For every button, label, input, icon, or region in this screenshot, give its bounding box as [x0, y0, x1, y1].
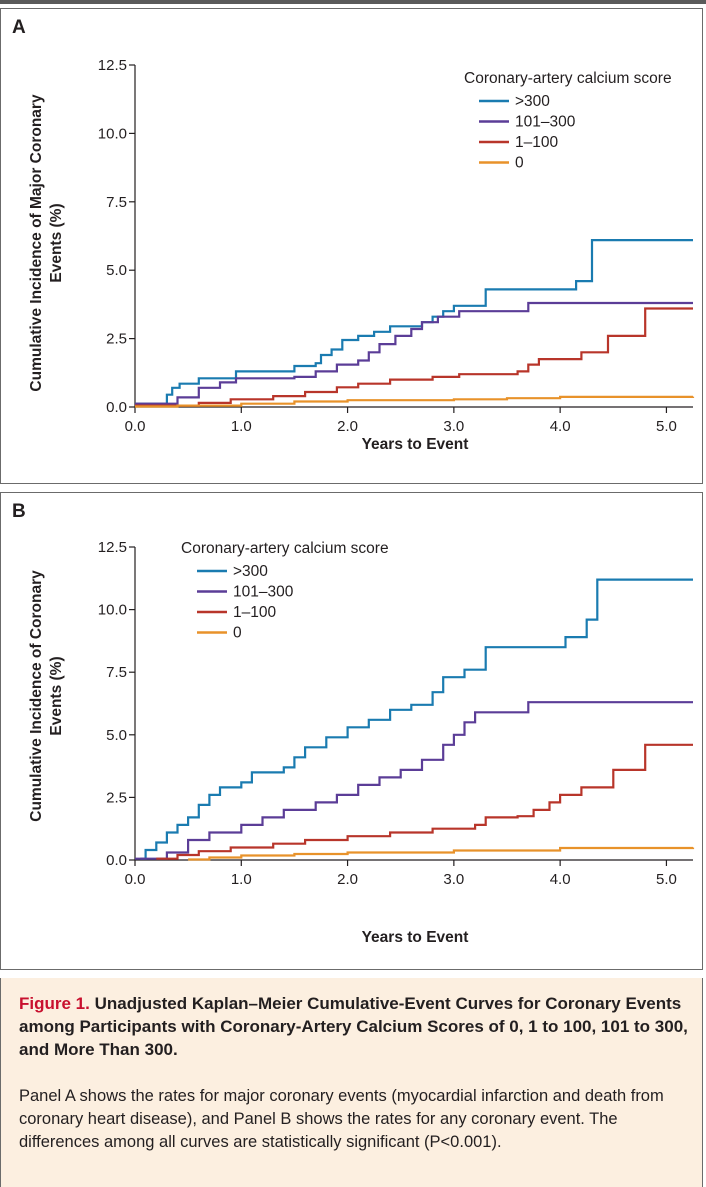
x-axis-title: Years to Event [362, 436, 469, 453]
x-tick-label: 3.0 [443, 418, 464, 435]
x-tick-label: 0.0 [125, 418, 146, 435]
x-tick-label: 1.0 [231, 871, 252, 888]
y-tick-label: 5.0 [106, 262, 127, 279]
x-tick-label: 3.0 [443, 871, 464, 888]
x-tick-label: 4.0 [550, 871, 571, 888]
x-tick-label: 2.0 [337, 418, 358, 435]
legend-label: 101–300 [515, 114, 576, 131]
x-tick-label: 0.0 [125, 871, 146, 888]
y-tick-label: 7.5 [106, 194, 127, 211]
y-tick-label: 5.0 [106, 727, 127, 744]
series-line [140, 578, 693, 860]
panel-a: A Cumulative Incidence of Major Coronary… [0, 8, 703, 484]
x-tick-label: 5.0 [656, 418, 677, 435]
panel-letter: B [12, 501, 26, 522]
legend-label: 101–300 [233, 584, 294, 601]
legend-label: 0 [515, 155, 524, 172]
legend-label: 1–100 [233, 604, 276, 621]
legend-label: 0 [233, 625, 242, 642]
x-tick-label: 2.0 [337, 871, 358, 888]
legend-label: >300 [233, 563, 268, 580]
y-tick-label: 12.5 [98, 539, 127, 556]
y-tick-label: 10.0 [98, 125, 127, 142]
x-tick-label: 4.0 [550, 418, 571, 435]
caption-title-text: Unadjusted Kaplan–Meier Cumulative-Event… [19, 994, 688, 1059]
legend-title: Coronary-artery calcium score [464, 70, 672, 87]
series-line [188, 846, 695, 861]
y-tick-label: 2.5 [106, 331, 127, 348]
y-axis-title-line2: Events (%) [48, 656, 65, 735]
top-rule [0, 0, 706, 4]
caption-title: Figure 1. Unadjusted Kaplan–Meier Cumula… [19, 992, 689, 1061]
y-axis-title: Cumulative Incidence of Coronary [28, 570, 45, 822]
series-line [135, 301, 693, 405]
y-tick-label: 2.5 [106, 789, 127, 806]
x-tick-label: 5.0 [656, 871, 677, 888]
panel-letter: A [12, 17, 26, 38]
y-axis-title: Cumulative Incidence of Major Coronary [28, 94, 45, 392]
series-line [156, 743, 693, 860]
legend-title: Coronary-artery calcium score [181, 540, 389, 557]
figure-caption: Figure 1. Unadjusted Kaplan–Meier Cumula… [0, 978, 703, 1187]
series-line [135, 239, 693, 405]
legend-label: >300 [515, 93, 550, 110]
x-tick-label: 1.0 [231, 418, 252, 435]
caption-body: Panel A shows the rates for major corona… [19, 1087, 664, 1151]
series-line [135, 701, 693, 860]
x-axis-title: Years to Event [362, 929, 469, 946]
y-tick-label: 7.5 [106, 664, 127, 681]
panel-b: B Cumulative Incidence of Coronary Event… [0, 492, 703, 970]
series-line [135, 395, 695, 408]
chart-a: Cumulative Incidence of Major Coronary E… [28, 57, 695, 453]
y-axis-title-line2: Events (%) [48, 203, 65, 282]
y-tick-label: 10.0 [98, 602, 127, 619]
figure-label: Figure 1. [19, 994, 90, 1013]
y-tick-label: 12.5 [98, 57, 127, 74]
series-line [135, 307, 693, 407]
y-tick-label: 0.0 [106, 852, 127, 869]
legend-label: 1–100 [515, 134, 558, 151]
y-tick-label: 0.0 [106, 399, 127, 416]
chart-b: Cumulative Incidence of Coronary Events … [28, 539, 695, 946]
